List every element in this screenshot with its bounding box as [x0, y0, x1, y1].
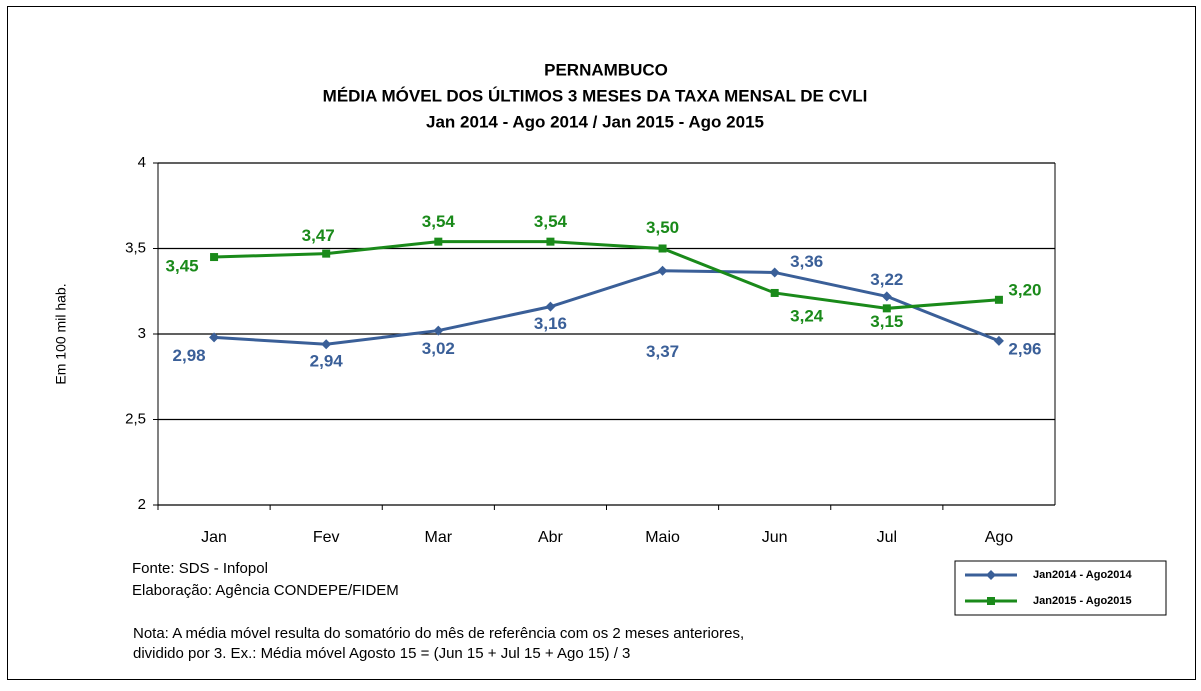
x-tick-label: Ago [985, 529, 1014, 546]
point-marker [770, 288, 779, 297]
data-label: 2,96 [1008, 339, 1041, 358]
point-marker [993, 335, 1004, 346]
point-marker [881, 291, 892, 302]
data-label: 3,16 [534, 314, 567, 333]
footnote: Nota: A média móvel resulta do somatório… [133, 625, 744, 642]
legend-label: Jan2015 - Ago2015 [1033, 595, 1132, 607]
point-marker [657, 265, 668, 276]
chart-title: PERNAMBUCO [544, 60, 668, 79]
chart-title: MÉDIA MÓVEL DOS ÚLTIMOS 3 MESES DA TAXA … [323, 86, 868, 105]
y-tick-label: 2 [138, 496, 146, 513]
x-tick-label: Jul [877, 529, 897, 546]
source-note: Fonte: SDS - Infopol [132, 560, 268, 577]
x-tick-label: Abr [538, 529, 564, 546]
data-label: 2,98 [173, 346, 206, 365]
y-tick-label: 2,5 [125, 410, 146, 427]
legend-label: Jan2014 - Ago2014 [1033, 569, 1133, 581]
point-marker [434, 237, 443, 246]
point-marker [986, 570, 996, 580]
data-label: 3,54 [534, 212, 568, 231]
x-tick-label: Maio [645, 529, 680, 546]
data-label: 3,36 [790, 252, 823, 271]
series-line [214, 240, 1000, 310]
source-note: Elaboração: Agência CONDEPE/FIDEM [132, 582, 399, 599]
y-tick-label: 3 [138, 325, 146, 342]
data-label: 3,24 [790, 306, 824, 325]
x-tick-label: Mar [425, 529, 453, 546]
point-marker [987, 597, 995, 605]
point-marker [209, 332, 220, 343]
x-tick-label: Fev [313, 529, 340, 546]
data-label: 2,94 [310, 352, 344, 371]
point-marker [322, 249, 331, 258]
data-label: 3,50 [646, 218, 679, 237]
series-line [213, 269, 1000, 346]
point-marker [545, 301, 556, 312]
point-marker [658, 244, 667, 253]
x-tick-label: Jun [762, 529, 788, 546]
point-marker [546, 237, 555, 246]
data-label: 3,45 [166, 257, 199, 276]
data-label: 3,54 [422, 212, 456, 231]
point-marker [769, 267, 780, 278]
point-marker [994, 295, 1003, 304]
point-marker [433, 325, 444, 336]
legend-box [954, 560, 1167, 616]
footnote: dividido por 3. Ex.: Média móvel Agosto … [133, 645, 630, 662]
point-marker [210, 253, 219, 262]
y-axis-label: Em 100 mil hab. [53, 283, 69, 384]
x-tick-label: Jan [201, 529, 227, 546]
point-marker [882, 304, 891, 313]
data-label: 3,37 [646, 342, 679, 361]
point-marker [321, 339, 332, 350]
data-label: 3,20 [1008, 280, 1041, 299]
data-label: 3,15 [870, 312, 903, 331]
data-label: 3,22 [870, 270, 903, 289]
data-label: 3,47 [302, 226, 335, 245]
y-tick-label: 4 [138, 154, 146, 171]
data-label: 3,02 [422, 339, 455, 358]
chart-title: Jan 2014 - Ago 2014 / Jan 2015 - Ago 201… [426, 112, 764, 131]
y-tick-label: 3,5 [125, 239, 146, 256]
